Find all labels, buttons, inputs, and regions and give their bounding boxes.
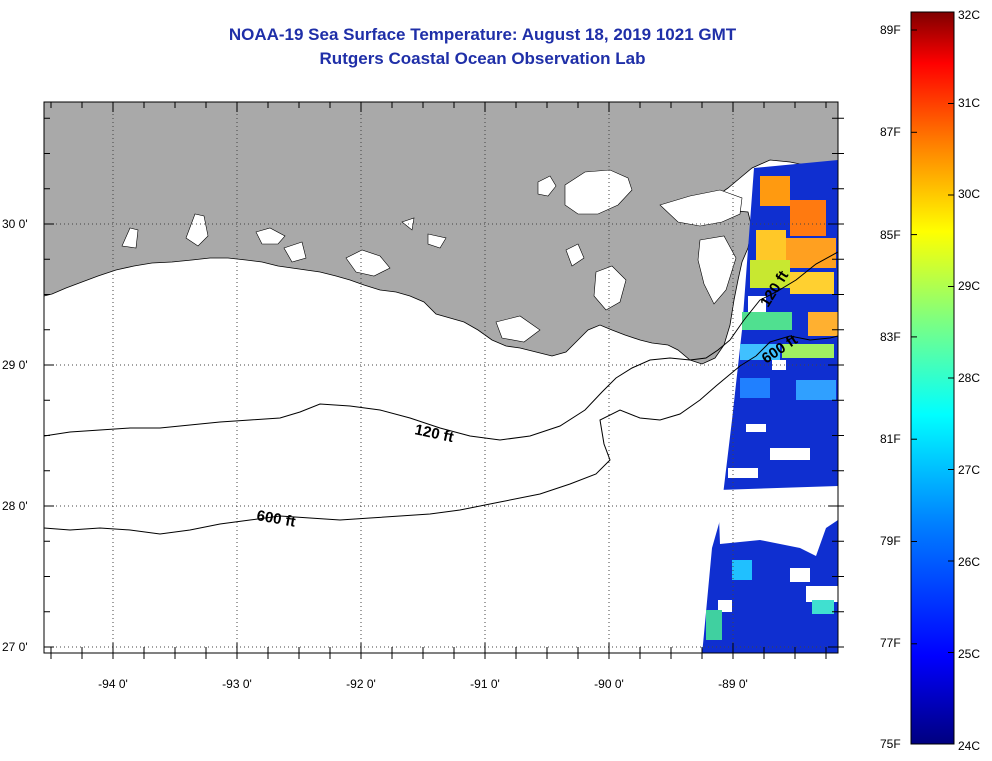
lon-label-93: -93 0' — [222, 677, 252, 691]
colorbar-celsius-25: 25C — [958, 647, 980, 661]
colorbar-top-fahrenheit: 89F — [880, 23, 901, 37]
lake-borgne — [659, 189, 743, 227]
lon-label-92: -92 0' — [346, 677, 376, 691]
colorbar-bottom-fahrenheit: 75F — [880, 737, 901, 751]
graticule — [44, 102, 838, 653]
lat-label-30: 30 0' — [2, 217, 28, 231]
lat-label-28: 28 0' — [2, 499, 28, 513]
isobath-120ft-east — [729, 251, 839, 341]
colorbar-celsius-31: 31C — [958, 96, 980, 110]
colorbar-top-celsius: 32C — [958, 8, 980, 22]
terrebonne-bay — [495, 315, 541, 343]
colorbar-fahrenheit-79: 79F — [880, 534, 901, 548]
colorbar-bottom-celsius: 24C — [958, 739, 980, 753]
lake-maurepas — [537, 175, 557, 197]
lon-label-89: -89 0' — [718, 677, 748, 691]
calcasieu-lake — [121, 227, 139, 249]
breton-sound — [697, 235, 737, 305]
colorbar-celsius-29: 29C — [958, 279, 980, 293]
sst-swath — [702, 160, 838, 653]
lon-label-90: -90 0' — [594, 677, 624, 691]
barataria-bay — [593, 265, 627, 311]
isobath-120ft — [43, 339, 731, 441]
colorbar-celsius-26: 26C — [958, 555, 980, 569]
colorbar-celsius-27: 27C — [958, 463, 980, 477]
lake-pontchartrain — [564, 169, 633, 215]
colorbar-fahrenheit-87: 87F — [880, 125, 901, 139]
sabine-lake — [185, 213, 209, 247]
lat-label-27: 27 0' — [2, 640, 28, 654]
lon-label-94: -94 0' — [98, 677, 128, 691]
marsh-pond-2 — [427, 233, 447, 249]
colorbar-fahrenheit-85: 85F — [880, 228, 901, 242]
colorbar-fahrenheit-83: 83F — [880, 330, 901, 344]
colorbar — [910, 11, 955, 745]
contour-label-600ft: 600 ft — [255, 507, 297, 531]
vermilion-bay — [345, 249, 391, 277]
colorbar-fahrenheit-81: 81F — [880, 432, 901, 446]
lake-salvador — [565, 243, 585, 267]
lat-label-29: 29 0' — [2, 358, 28, 372]
map-title: NOAA-19 Sea Surface Temperature: August … — [228, 25, 737, 44]
grand-lake — [255, 227, 286, 245]
axis-ticks — [44, 102, 844, 659]
colorbar-ticks — [911, 11, 954, 745]
map-frame — [43, 101, 839, 654]
colorbar-celsius-30: 30C — [958, 187, 980, 201]
lon-label-91: -91 0' — [470, 677, 500, 691]
colorbar-fahrenheit-77: 77F — [880, 636, 901, 650]
isobath-600ft-east — [755, 335, 839, 357]
isobath-600ft — [43, 355, 757, 535]
colorbar-celsius-28: 28C — [958, 371, 980, 385]
white-lake — [283, 241, 307, 263]
map-subtitle: Rutgers Coastal Ocean Observation Lab — [319, 49, 646, 68]
